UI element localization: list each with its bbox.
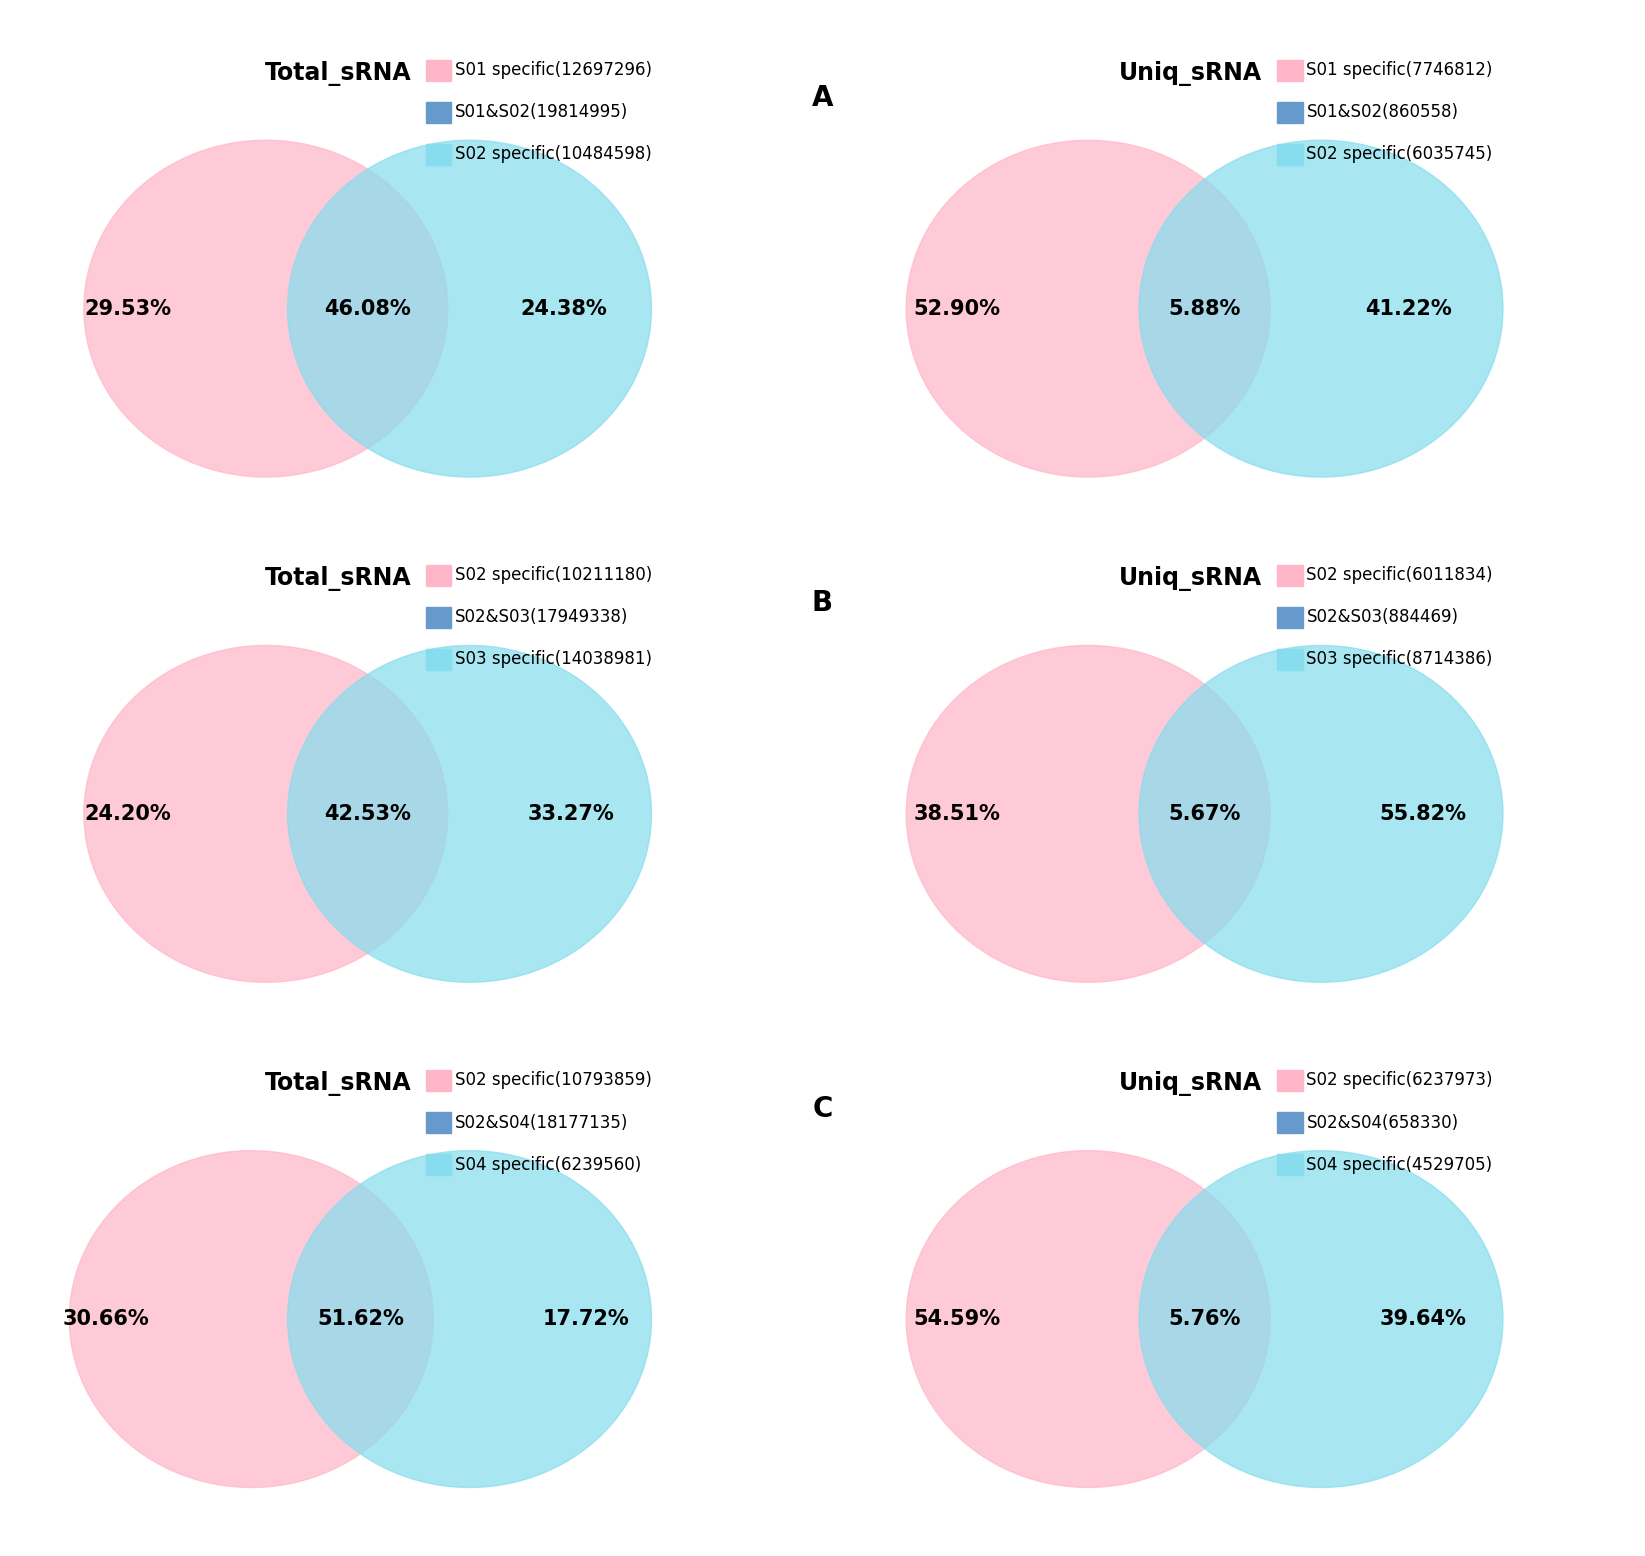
- Text: 46.08%: 46.08%: [324, 299, 411, 319]
- Text: Uniq_sRNA: Uniq_sRNA: [1119, 61, 1262, 86]
- FancyBboxPatch shape: [426, 59, 451, 81]
- Text: 5.88%: 5.88%: [1168, 299, 1240, 319]
- FancyBboxPatch shape: [1277, 607, 1303, 629]
- Text: C: C: [813, 1094, 832, 1122]
- Text: S02&S03(17949338): S02&S03(17949338): [456, 608, 628, 627]
- Text: 38.51%: 38.51%: [913, 804, 1000, 823]
- Text: S02&S03(884469): S02&S03(884469): [1306, 608, 1459, 627]
- Text: S03 specific(8714386): S03 specific(8714386): [1306, 650, 1492, 669]
- Text: 30.66%: 30.66%: [63, 1309, 150, 1329]
- Text: S02 specific(6035745): S02 specific(6035745): [1306, 145, 1492, 163]
- Ellipse shape: [1138, 646, 1504, 982]
- Text: Total_sRNA: Total_sRNA: [265, 566, 411, 591]
- Text: S03 specific(14038981): S03 specific(14038981): [456, 650, 651, 669]
- Text: S01 specific(12697296): S01 specific(12697296): [456, 61, 651, 79]
- Ellipse shape: [288, 1150, 651, 1488]
- FancyBboxPatch shape: [426, 607, 451, 629]
- Text: S02 specific(10211180): S02 specific(10211180): [456, 566, 651, 584]
- FancyBboxPatch shape: [426, 143, 451, 165]
- Ellipse shape: [288, 140, 651, 478]
- Text: 51.62%: 51.62%: [317, 1309, 403, 1329]
- Text: S01&S02(19814995): S01&S02(19814995): [456, 103, 628, 121]
- FancyBboxPatch shape: [1277, 143, 1303, 165]
- Text: 39.64%: 39.64%: [1380, 1309, 1466, 1329]
- FancyBboxPatch shape: [1277, 1071, 1303, 1091]
- Text: 5.76%: 5.76%: [1168, 1309, 1240, 1329]
- Ellipse shape: [1138, 1150, 1504, 1488]
- Text: Total_sRNA: Total_sRNA: [265, 1071, 411, 1095]
- FancyBboxPatch shape: [426, 1155, 451, 1175]
- Text: S04 specific(4529705): S04 specific(4529705): [1306, 1156, 1492, 1173]
- Text: 54.59%: 54.59%: [913, 1309, 1000, 1329]
- FancyBboxPatch shape: [1277, 101, 1303, 123]
- FancyBboxPatch shape: [1277, 59, 1303, 81]
- Text: S02&S04(18177135): S02&S04(18177135): [456, 1114, 628, 1131]
- Text: 24.38%: 24.38%: [521, 299, 607, 319]
- Text: S02 specific(6237973): S02 specific(6237973): [1306, 1072, 1494, 1089]
- Ellipse shape: [288, 646, 651, 982]
- Ellipse shape: [906, 140, 1270, 478]
- Ellipse shape: [84, 140, 447, 478]
- Text: S02 specific(10484598): S02 specific(10484598): [456, 145, 651, 163]
- FancyBboxPatch shape: [1277, 1155, 1303, 1175]
- Text: 41.22%: 41.22%: [1365, 299, 1451, 319]
- Text: Total_sRNA: Total_sRNA: [265, 61, 411, 86]
- Ellipse shape: [906, 1150, 1270, 1488]
- Ellipse shape: [84, 646, 447, 982]
- Text: 17.72%: 17.72%: [543, 1309, 630, 1329]
- Text: S01 specific(7746812): S01 specific(7746812): [1306, 61, 1492, 79]
- Text: Uniq_sRNA: Uniq_sRNA: [1119, 566, 1262, 591]
- Text: 52.90%: 52.90%: [913, 299, 1000, 319]
- FancyBboxPatch shape: [1277, 565, 1303, 585]
- Text: 24.20%: 24.20%: [84, 804, 171, 823]
- FancyBboxPatch shape: [1277, 649, 1303, 671]
- Text: S02 specific(10793859): S02 specific(10793859): [456, 1072, 651, 1089]
- FancyBboxPatch shape: [426, 649, 451, 671]
- Text: 42.53%: 42.53%: [324, 804, 411, 823]
- Text: S01&S02(860558): S01&S02(860558): [1306, 103, 1459, 121]
- Text: S04 specific(6239560): S04 specific(6239560): [456, 1156, 642, 1173]
- Ellipse shape: [1138, 140, 1504, 478]
- Text: B: B: [813, 590, 832, 618]
- Text: 55.82%: 55.82%: [1380, 804, 1466, 823]
- FancyBboxPatch shape: [426, 101, 451, 123]
- FancyBboxPatch shape: [1277, 1113, 1303, 1133]
- FancyBboxPatch shape: [426, 1071, 451, 1091]
- Text: S02&S04(658330): S02&S04(658330): [1306, 1114, 1459, 1131]
- FancyBboxPatch shape: [426, 1113, 451, 1133]
- Text: A: A: [811, 84, 834, 112]
- Ellipse shape: [69, 1150, 433, 1488]
- Text: S02 specific(6011834): S02 specific(6011834): [1306, 566, 1494, 584]
- Text: 29.53%: 29.53%: [84, 299, 171, 319]
- Text: 33.27%: 33.27%: [528, 804, 615, 823]
- Ellipse shape: [906, 646, 1270, 982]
- Text: 5.67%: 5.67%: [1168, 804, 1240, 823]
- FancyBboxPatch shape: [426, 565, 451, 585]
- Text: Uniq_sRNA: Uniq_sRNA: [1119, 1071, 1262, 1095]
